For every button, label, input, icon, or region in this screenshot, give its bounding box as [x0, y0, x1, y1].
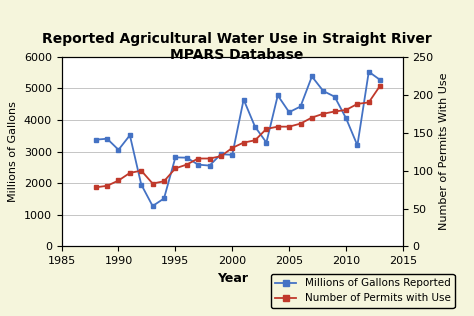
Y-axis label: Number of Permits With Use: Number of Permits With Use [439, 73, 449, 230]
Millions of Gallons Reported [275, 94, 281, 97]
Millions of Gallons Reported [264, 141, 269, 144]
Millions of Gallons Reported [116, 148, 121, 152]
Number of Permits with Use [195, 157, 201, 161]
Number of Permits with Use [116, 179, 121, 182]
Number of Permits with Use [229, 146, 235, 150]
Number of Permits with Use [264, 127, 269, 131]
Millions of Gallons Reported [320, 89, 326, 93]
Millions of Gallons Reported [127, 133, 133, 137]
Number of Permits with Use [298, 122, 303, 125]
Text: Reported Agricultural Water Use in Straight River
MPARS Database: Reported Agricultural Water Use in Strai… [42, 32, 432, 62]
Millions of Gallons Reported [343, 116, 349, 120]
Millions of Gallons Reported [377, 78, 383, 82]
Millions of Gallons Reported [218, 152, 224, 156]
Millions of Gallons Reported [195, 163, 201, 167]
Number of Permits with Use [286, 125, 292, 129]
Y-axis label: Millions of Gallons: Millions of Gallons [8, 101, 18, 202]
Line: Millions of Gallons Reported: Millions of Gallons Reported [93, 69, 383, 209]
Millions of Gallons Reported [309, 75, 315, 78]
Millions of Gallons Reported [298, 105, 303, 108]
Number of Permits with Use [355, 102, 360, 106]
Number of Permits with Use [320, 112, 326, 116]
Number of Permits with Use [218, 154, 224, 158]
Millions of Gallons Reported [229, 153, 235, 157]
X-axis label: Year: Year [217, 272, 248, 285]
Millions of Gallons Reported [252, 125, 258, 129]
Millions of Gallons Reported [207, 164, 212, 167]
Number of Permits with Use [207, 157, 212, 161]
Millions of Gallons Reported [93, 138, 99, 142]
Number of Permits with Use [173, 167, 178, 170]
Number of Permits with Use [241, 141, 246, 144]
Millions of Gallons Reported [184, 156, 190, 160]
Number of Permits with Use [161, 179, 167, 183]
Line: Number of Permits with Use: Number of Permits with Use [93, 83, 383, 190]
Number of Permits with Use [332, 110, 337, 113]
Millions of Gallons Reported [138, 183, 144, 186]
Number of Permits with Use [377, 84, 383, 88]
Millions of Gallons Reported [241, 98, 246, 101]
Number of Permits with Use [275, 125, 281, 129]
Number of Permits with Use [343, 108, 349, 112]
Number of Permits with Use [252, 138, 258, 142]
Millions of Gallons Reported [332, 95, 337, 99]
Number of Permits with Use [184, 163, 190, 167]
Number of Permits with Use [138, 169, 144, 173]
Millions of Gallons Reported [173, 155, 178, 159]
Number of Permits with Use [150, 182, 155, 185]
Number of Permits with Use [93, 185, 99, 189]
Millions of Gallons Reported [355, 143, 360, 147]
Millions of Gallons Reported [286, 110, 292, 114]
Millions of Gallons Reported [104, 137, 110, 141]
Number of Permits with Use [127, 171, 133, 175]
Legend: Millions of Gallons Reported, Number of Permits with Use: Millions of Gallons Reported, Number of … [271, 274, 455, 308]
Millions of Gallons Reported [150, 204, 155, 208]
Millions of Gallons Reported [366, 70, 372, 74]
Millions of Gallons Reported [161, 197, 167, 200]
Number of Permits with Use [104, 184, 110, 188]
Number of Permits with Use [309, 116, 315, 119]
Number of Permits with Use [366, 100, 372, 104]
